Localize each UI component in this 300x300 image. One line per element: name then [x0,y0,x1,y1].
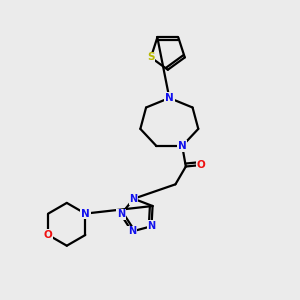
Text: O: O [44,230,52,240]
Text: S: S [147,52,154,62]
Text: N: N [81,208,90,219]
Text: N: N [117,209,125,220]
Text: N: N [147,221,156,231]
Text: N: N [178,141,187,151]
Text: O: O [197,160,206,170]
Text: N: N [130,194,138,204]
Text: N: N [165,93,174,103]
Text: N: N [128,226,136,236]
